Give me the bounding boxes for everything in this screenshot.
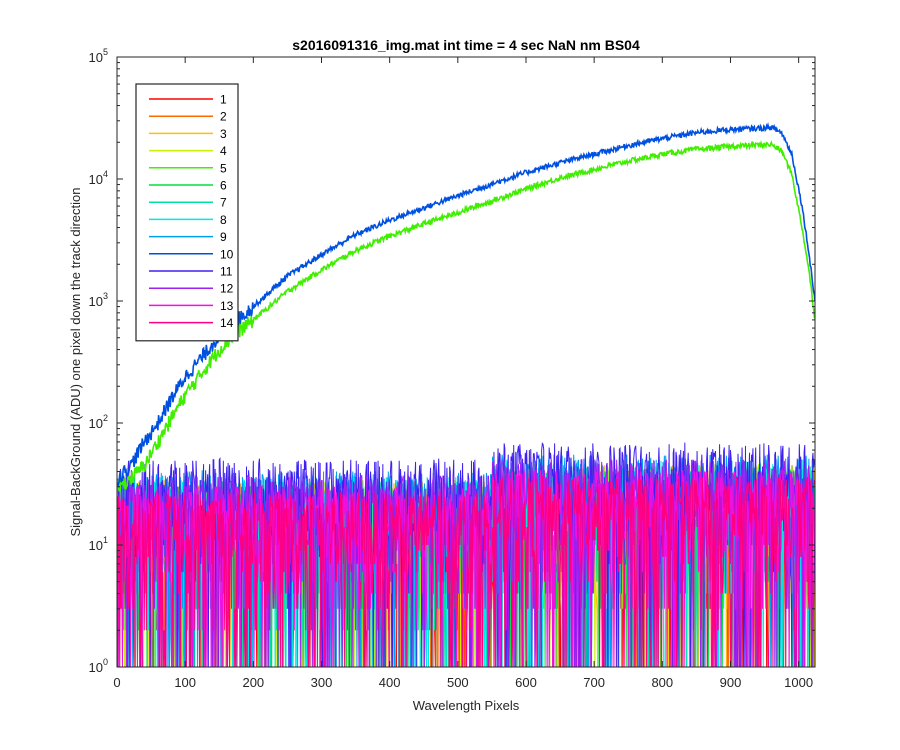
legend-label-9: 9 [220,230,227,244]
legend-label-12: 12 [220,282,234,296]
legend-label-14: 14 [220,316,234,330]
legend-label-4: 4 [220,144,227,158]
x-tick-label: 600 [515,675,537,690]
legend-label-10: 10 [220,247,234,261]
legend-label-13: 13 [220,299,234,313]
x-tick-label: 700 [583,675,605,690]
series-layer [117,121,815,667]
x-tick-label: 900 [720,675,742,690]
x-axis: 0 100 200 300 400 500 600 700 800 900 1000 [113,57,813,690]
x-tick-label: 1000 [784,675,813,690]
x-axis-label: Wavelength Pixels [413,698,520,713]
axes-box [116,56,816,668]
x-tick-label: 200 [242,675,264,690]
y-tick-label: 102 [89,413,108,431]
y-tick-label: 103 [89,291,108,309]
legend-label-5: 5 [220,161,227,175]
legend-label-8: 8 [220,213,227,227]
series-line-14 [117,475,815,667]
x-tick-label: 400 [379,675,401,690]
legend-label-1: 1 [220,93,227,107]
legend-label-2: 2 [220,110,227,124]
legend-box [135,83,239,342]
x-tick-label: 300 [311,675,333,690]
y-tick-label: 101 [89,535,108,553]
legend-label-11: 11 [220,265,233,279]
y-axis-label: Signal-BackGround (ADU) one pixel down t… [68,187,83,536]
legend-label-3: 3 [220,127,227,141]
x-tick-label: 100 [174,675,196,690]
x-tick-label: 800 [651,675,673,690]
legend-label-7: 7 [220,196,227,210]
legend-label-6: 6 [220,179,227,193]
chart-title: s2016091316_img.mat int time = 4 sec NaN… [292,37,640,53]
y-tick-label: 100 [89,657,108,675]
x-tick-label: 500 [447,675,469,690]
y-tick-label: 104 [89,169,108,187]
x-tick-label: 0 [113,675,120,690]
y-tick-label: 105 [89,47,108,65]
